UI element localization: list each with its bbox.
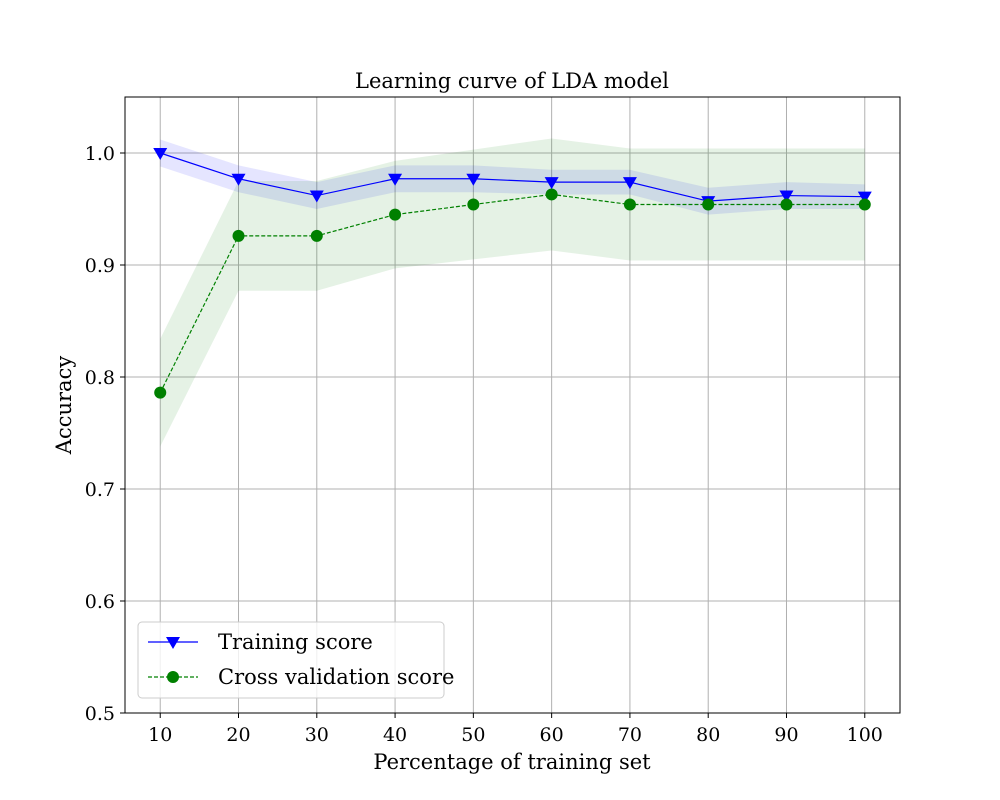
y-axis-label: Accuracy — [52, 356, 76, 456]
x-tick-label-5: 60 — [540, 724, 564, 746]
legend: Training score Cross validation score — [137, 621, 454, 699]
x-tick-label-4: 50 — [461, 724, 485, 746]
y-tick-label-5: 1.0 — [85, 143, 115, 165]
x-tick-label-1: 20 — [226, 724, 250, 746]
x-tick-label-3: 40 — [383, 724, 407, 746]
y-tick-label-1: 0.6 — [85, 591, 115, 613]
x-tick-label-6: 70 — [618, 724, 642, 746]
marker-series-1-4 — [467, 198, 480, 211]
line-series-1 — [159, 193, 865, 393]
plot-frame — [124, 96, 901, 714]
y-tick-label-2: 0.7 — [85, 479, 115, 501]
x-tick-label-8: 90 — [774, 724, 798, 746]
marker-series-1-8 — [780, 198, 793, 211]
legend-label-0: Training score — [218, 630, 373, 654]
line-series-0 — [160, 152, 865, 202]
marker-series-0-4 — [466, 173, 481, 186]
y-tick-label-0: 0.5 — [85, 703, 115, 725]
x-tick-label-0: 10 — [148, 724, 172, 746]
x-tick-label-9: 100 — [847, 724, 883, 746]
y-tick-label-4: 0.9 — [85, 255, 115, 277]
marker-series-0-1 — [231, 173, 246, 186]
x-axis-ticks: 10 20 30 40 50 60 70 80 90 100 — [148, 713, 883, 746]
marker-series-1-3 — [389, 208, 402, 221]
marker-series-0-2 — [309, 190, 324, 203]
x-tick-label-2: 30 — [305, 724, 329, 746]
marker-series-1-9 — [858, 198, 871, 211]
marker-series-0-3 — [388, 173, 403, 186]
marker-series-1-6 — [623, 198, 636, 211]
series-lines — [159, 152, 865, 393]
marker-series-0-8 — [779, 190, 794, 203]
x-tick-label-7: 80 — [696, 724, 720, 746]
series-markers — [153, 148, 872, 399]
x-axis-label: Percentage of training set — [373, 750, 651, 774]
legend-label-1: Cross validation score — [218, 665, 454, 689]
band-series-1 — [160, 138, 865, 447]
y-axis-ticks: 0.5 0.6 0.7 0.8 0.9 1.0 — [85, 143, 125, 725]
y-tick-label-3: 0.8 — [85, 367, 115, 389]
marker-series-1-2 — [310, 229, 323, 242]
marker-series-0-0 — [153, 148, 168, 160]
marker-series-0-9 — [857, 191, 872, 204]
marker-series-0-5 — [544, 177, 559, 190]
marker-series-1-5 — [545, 188, 558, 201]
marker-series-1-7 — [702, 198, 715, 211]
legend-marker-0 — [166, 637, 180, 649]
marker-series-1-0 — [154, 386, 167, 399]
marker-series-0-6 — [622, 177, 637, 190]
legend-box — [137, 621, 445, 699]
marker-series-1-1 — [232, 229, 245, 242]
chart-title: Learning curve of LDA model — [355, 69, 669, 93]
legend-marker-1 — [167, 671, 179, 683]
